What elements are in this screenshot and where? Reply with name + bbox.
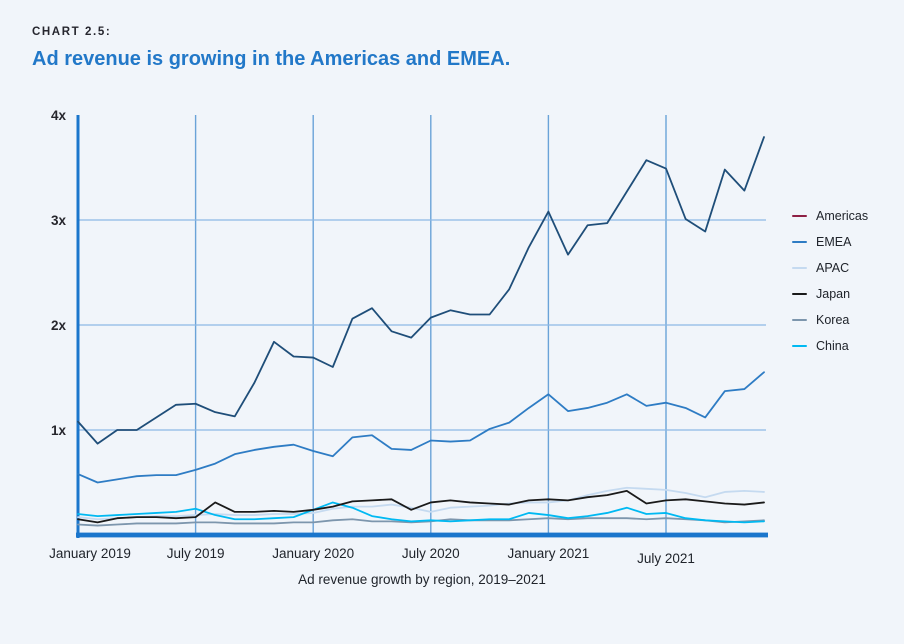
page-title: Ad revenue is growing in the Americas an… (32, 48, 511, 70)
chart-legend: Americas EMEA APAC Japan Korea China (792, 203, 868, 359)
chart-label: CHART 2.5: (32, 26, 112, 38)
legend-label: Japan (816, 287, 851, 301)
y-tick-label: 3x (51, 213, 67, 228)
series-line-apac (77, 486, 765, 521)
x-tick-label: January 2020 (272, 546, 354, 561)
x-tick-label: July 2019 (167, 546, 225, 561)
legend-item-japan: Japan (792, 281, 868, 307)
legend-item-apac: APAC (792, 255, 868, 281)
legend-swatch-korea (792, 318, 807, 322)
legend-label: APAC (816, 261, 850, 275)
y-tick-label: 2x (51, 318, 67, 333)
series-line-emea (77, 371, 765, 484)
legend-item-emea: EMEA (792, 229, 868, 255)
legend-label: Americas (816, 209, 869, 223)
legend-swatch-americas (792, 214, 807, 218)
y-tick-label: 1x (51, 423, 67, 438)
legend-label: EMEA (816, 235, 852, 249)
x-tick-label: January 2021 (507, 546, 589, 561)
legend-item-americas: Americas (792, 203, 868, 229)
chart-caption: Ad revenue growth by region, 2019–2021 (298, 572, 546, 587)
legend-swatch-apac (792, 266, 807, 270)
series-line-china (77, 501, 765, 524)
series-line-americas (77, 136, 765, 445)
series-line-korea (77, 517, 765, 527)
legend-item-china: China (792, 333, 868, 359)
x-tick-label: July 2021 (637, 551, 695, 566)
line-chart: 1x 2x 3x 4x January 2019 July 2019 January 202… (0, 100, 904, 580)
y-axis (76, 115, 80, 538)
legend-item-korea: Korea (792, 307, 868, 333)
legend-swatch-emea (792, 240, 807, 244)
legend-swatch-china (792, 344, 807, 348)
legend-label: Korea (816, 313, 850, 327)
x-axis (76, 532, 768, 538)
series-line-japan (77, 489, 765, 524)
x-tick-label: July 2020 (402, 546, 460, 561)
x-tick-label: January 2019 (49, 546, 131, 561)
y-tick-label: 4x (51, 108, 67, 123)
legend-label: China (816, 339, 849, 353)
legend-swatch-japan (792, 292, 807, 296)
chart-svg: 1x 2x 3x 4x January 2019 July 2019 January 202… (49, 108, 768, 566)
